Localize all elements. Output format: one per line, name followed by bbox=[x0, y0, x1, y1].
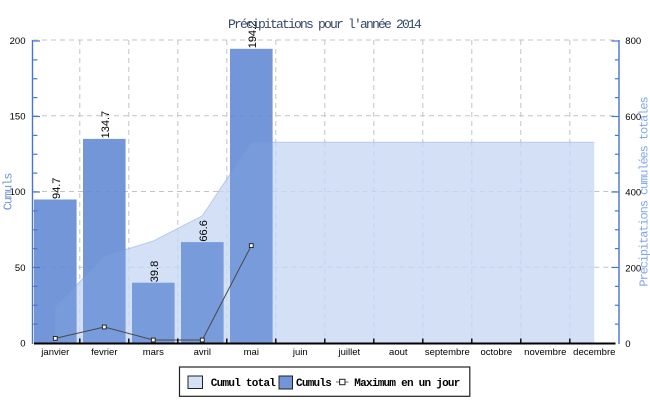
svg-text:septembre: septembre bbox=[425, 347, 470, 358]
svg-text:janvier: janvier bbox=[40, 347, 69, 358]
svg-text:200: 200 bbox=[10, 36, 26, 47]
svg-text:Précipitations pour l'année 20: Précipitations pour l'année 2014 bbox=[228, 17, 422, 32]
svg-text:mai: mai bbox=[244, 347, 259, 358]
svg-text:600: 600 bbox=[625, 112, 641, 123]
svg-text:66.6: 66.6 bbox=[198, 220, 210, 241]
svg-text:juin: juin bbox=[292, 347, 308, 358]
svg-text:134.7: 134.7 bbox=[100, 111, 112, 139]
svg-text:avril: avril bbox=[194, 347, 211, 358]
svg-text:400: 400 bbox=[625, 188, 641, 199]
svg-text:aout: aout bbox=[389, 347, 408, 358]
svg-text:39.8: 39.8 bbox=[149, 261, 161, 282]
svg-text:100: 100 bbox=[10, 187, 26, 198]
svg-text:Précipitations cumulées totale: Précipitations cumulées totales bbox=[638, 97, 650, 287]
svg-text:194.2: 194.2 bbox=[247, 21, 259, 49]
svg-text:800: 800 bbox=[625, 36, 641, 47]
svg-text:0: 0 bbox=[625, 339, 630, 350]
svg-text:Cumul total: Cumul total bbox=[211, 378, 277, 390]
svg-text:fevrier: fevrier bbox=[91, 347, 117, 358]
svg-text:94.7: 94.7 bbox=[51, 178, 63, 199]
svg-text:Maximum en un jour: Maximum en un jour bbox=[354, 378, 459, 390]
svg-text:150: 150 bbox=[10, 112, 26, 123]
svg-text:decembre: decembre bbox=[573, 347, 615, 358]
svg-text:50: 50 bbox=[15, 263, 26, 274]
svg-text:juillet: juillet bbox=[337, 347, 360, 358]
svg-text:Cumuls: Cumuls bbox=[2, 173, 16, 211]
svg-text:novembre: novembre bbox=[524, 347, 566, 358]
svg-text:200: 200 bbox=[625, 263, 641, 274]
svg-text:mars: mars bbox=[143, 347, 164, 358]
svg-text:Cumuls: Cumuls bbox=[296, 378, 331, 390]
svg-text:0: 0 bbox=[20, 339, 25, 350]
svg-text:octobre: octobre bbox=[480, 347, 512, 358]
